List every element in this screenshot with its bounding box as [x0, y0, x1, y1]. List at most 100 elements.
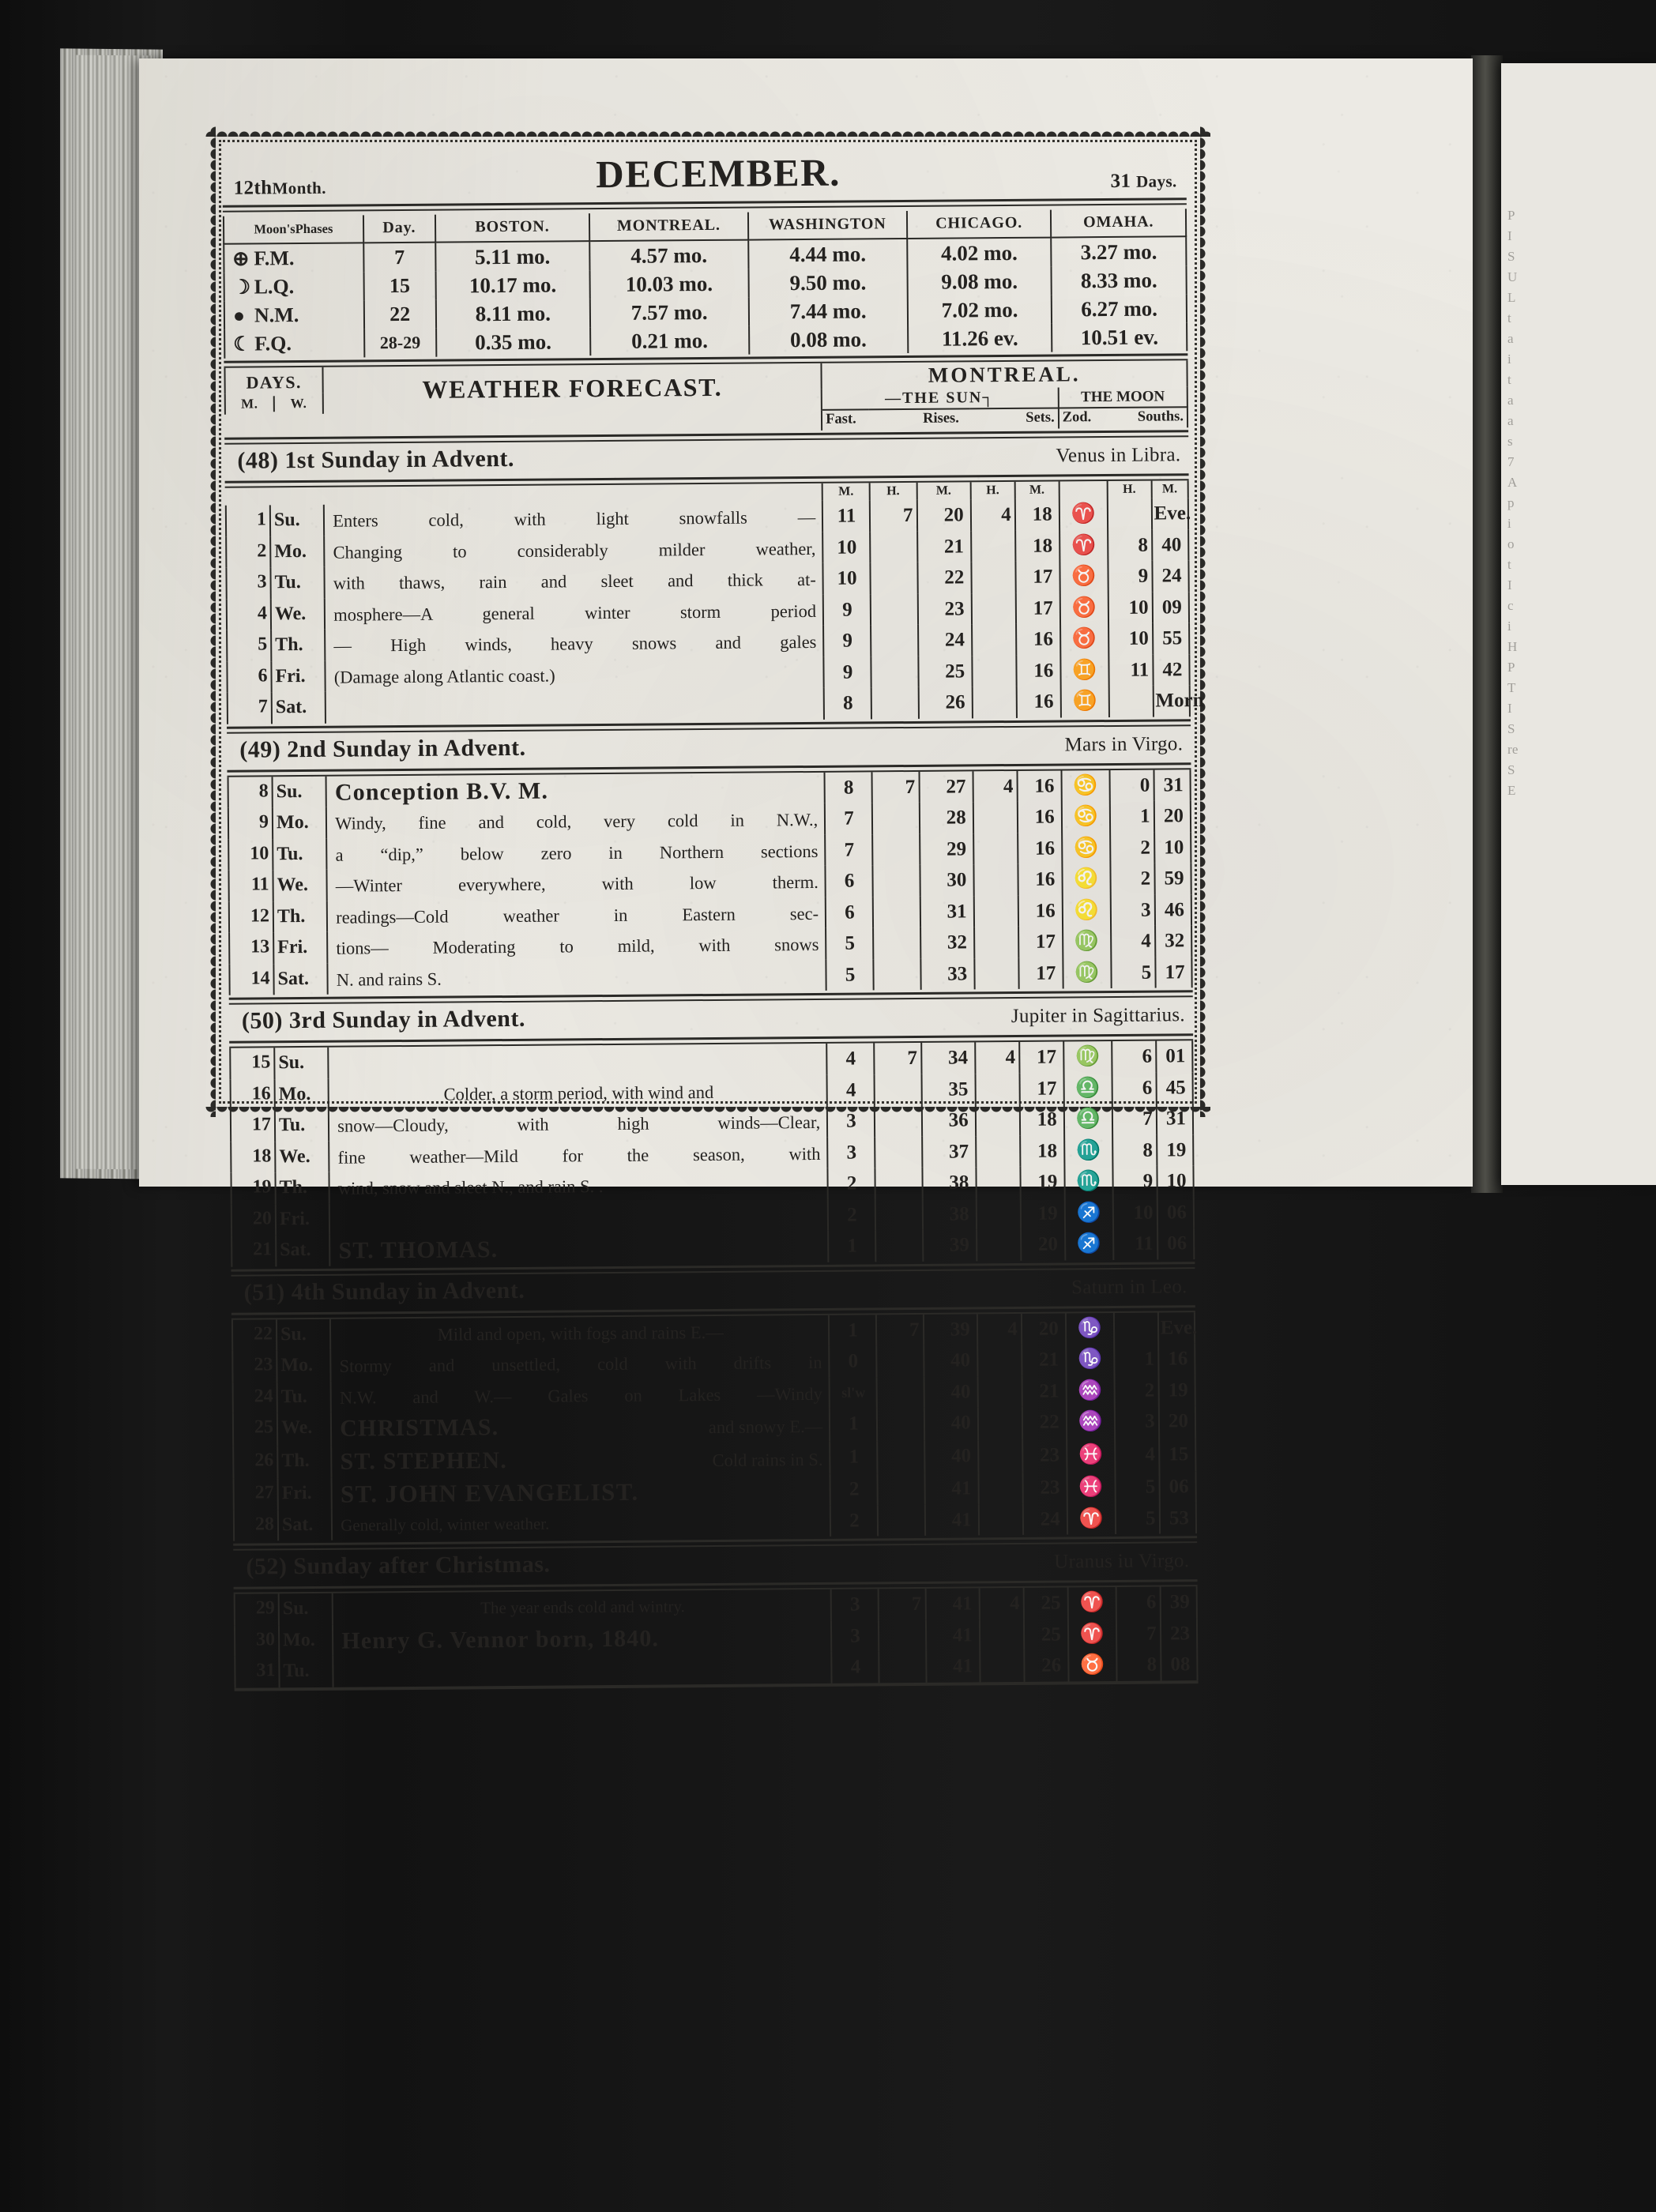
sun-fast-value: 1 — [830, 1408, 878, 1442]
sun-fast-value: 10 — [822, 531, 871, 563]
sunday-title: (48) 1st Sunday in Advent. — [237, 446, 514, 475]
zodiac-taurus-icon: ♉ — [1059, 623, 1108, 655]
almanac-page: 12thMonth. DECEMBER. 31 Days. Moon'sPhas… — [139, 58, 1473, 1691]
moon-south-minute: Morn — [1153, 685, 1204, 717]
sun-fast-value: 7 — [825, 833, 873, 866]
day-of-month: 16 — [230, 1078, 275, 1111]
column-header-band: DAYS. WEATHER FORECAST. MONTREAL. M. W. … — [224, 360, 1188, 435]
moon-south-minute: 19 — [1158, 1374, 1195, 1406]
sun-set-minute: 25 — [1023, 1587, 1068, 1620]
page-title: DECEMBER. — [595, 150, 841, 197]
day-of-week: Th. — [271, 629, 326, 661]
sun-sets-label: Sets. — [1026, 409, 1055, 426]
rises-m-label: M. — [916, 482, 971, 500]
bleed-line: i — [1507, 619, 1511, 634]
bleed-line: s — [1507, 434, 1513, 449]
forecast-line: Changing to considerably milder weather, — [333, 538, 816, 562]
moon-south-minute: 10 — [1154, 831, 1191, 863]
zodiac-capricorn-icon: ♑ — [1065, 1312, 1114, 1345]
forecast-line: tions— Moderating to mild, with snows — [336, 934, 819, 958]
sun-rise-minute: 27 — [919, 770, 973, 803]
border-dotted-rule — [219, 140, 1197, 1104]
forecast-line: N.W. and W.— Gales on Lakes —Windy — [339, 1383, 822, 1408]
sun-fast-value: 10 — [822, 562, 871, 595]
sun-rise-hour — [870, 624, 918, 656]
moon-zod-label: Zod. — [1062, 409, 1092, 426]
moon-south-hour: 8 — [1112, 1134, 1157, 1166]
sun-rise-minute: 32 — [920, 927, 975, 959]
bleed-line: A — [1507, 475, 1518, 490]
day-of-month: 26 — [233, 1445, 278, 1479]
sun-rise-minute: 39 — [923, 1313, 977, 1345]
forecast-cell: a “dip,” below zero in Northern sections — [326, 834, 826, 870]
moon-south-minute: 23 — [1160, 1617, 1198, 1650]
day-of-week: Th. — [273, 901, 328, 933]
day-of-month: 21 — [231, 1235, 277, 1267]
forecast-cell — [325, 687, 825, 724]
day-of-month: 1 — [225, 505, 271, 537]
bleed-line: I — [1507, 701, 1512, 716]
sun-set-minute: 26 — [1023, 1650, 1069, 1682]
sun-rise-minute: 23 — [917, 592, 972, 625]
phase-name-cell: ● N.M. — [224, 300, 364, 330]
sun-rises-label: Rises. — [923, 410, 959, 427]
moon-south-hour: 3 — [1110, 894, 1155, 927]
zodiac-leo-icon: ♌ — [1062, 894, 1111, 927]
feast-name: Conception B.V. M. — [334, 777, 549, 806]
forecast-line: Generally cold, winter weather. — [341, 1514, 550, 1535]
souths-m-label: M. — [1151, 480, 1188, 498]
week-number: (49) — [239, 735, 281, 763]
zodiac-cancer-icon: ♋ — [1061, 801, 1110, 833]
sun-rise-minute: 40 — [924, 1407, 978, 1441]
sun-set-hour — [973, 926, 1019, 958]
moon-south-hour: 2 — [1110, 863, 1155, 895]
day-of-week: Mo. — [274, 1078, 329, 1111]
moon-south-minute: 20 — [1154, 800, 1191, 833]
sun-set-hour — [977, 1375, 1022, 1408]
sun-rise-minute: 40 — [924, 1439, 979, 1473]
feast-name: ST. JOHN EVANGELIST. — [340, 1477, 639, 1508]
forecast-line: — High winds, heavy snows and gales — [333, 631, 817, 656]
days-header: DAYS. — [224, 367, 323, 394]
forecast-cell: Mild and open, with fogs and rains E.— — [330, 1315, 830, 1350]
calendar-row[interactable]: 21 Sat. ST. THOMAS. 1 39 20 ♐ 11 06 — [231, 1228, 1195, 1267]
zodiac-pisces-icon: ♓ — [1067, 1471, 1116, 1503]
sun-rise-hour — [877, 1440, 925, 1474]
sun-fast-value: 4 — [826, 1074, 875, 1106]
day-of-week: Th. — [277, 1445, 332, 1479]
calendar-sheet: 12thMonth. DECEMBER. 31 Days. Moon'sPhas… — [222, 143, 1204, 1691]
phase-name-cell: ⊕ F.M. — [224, 243, 364, 273]
days-count-number: 31 — [1110, 170, 1131, 192]
full-moon-icon: ⊕ — [232, 248, 250, 270]
sun-rise-minute: 37 — [921, 1135, 977, 1168]
sun-set-hour — [976, 1228, 1022, 1261]
sun-fast-value: 1 — [829, 1314, 877, 1346]
phase-montreal-cell: 0.21 mo. — [589, 325, 750, 356]
phase-montreal-cell: 4.57 mo. — [589, 239, 749, 271]
sunday-title: (49) 2nd Sunday in Advent. — [239, 734, 526, 763]
sun-set-hour — [976, 1198, 1021, 1230]
sun-set-hour — [977, 1406, 1022, 1440]
sun-rise-hour — [872, 896, 920, 928]
sun-fast-value: 6 — [825, 896, 873, 928]
phase-montreal-cell: 7.57 mo. — [589, 297, 749, 328]
day-of-week: Tu. — [273, 838, 327, 871]
moon-south-hour: 4 — [1110, 925, 1156, 957]
week-number: (50) — [241, 1007, 284, 1034]
forecast-cell: Colder, a storm period, with wind and — [328, 1074, 828, 1110]
phase-chicago-cell: 9.08 mo. — [907, 266, 1052, 297]
sun-set-minute: 16 — [1015, 623, 1061, 656]
moon-souths-label: Souths. — [1137, 408, 1184, 425]
moon-south-hour: 5 — [1115, 1471, 1160, 1503]
moon-south-minute: 01 — [1155, 1040, 1193, 1073]
bleed-line: P — [1507, 660, 1515, 675]
moon-south-minute: 39 — [1160, 1586, 1197, 1619]
zodiac-capricorn-icon: ♑ — [1065, 1343, 1115, 1375]
sun-rise-hour — [874, 1104, 922, 1137]
sun-rise-minute: 30 — [919, 864, 974, 897]
sunday-bar: (52) Sunday after Christmas. Uranus iu V… — [233, 1543, 1197, 1585]
sun-rise-minute: 29 — [919, 833, 974, 865]
day-of-week: Mo. — [278, 1624, 333, 1657]
bleed-line: o — [1507, 536, 1515, 551]
bleed-line: L — [1507, 290, 1516, 305]
